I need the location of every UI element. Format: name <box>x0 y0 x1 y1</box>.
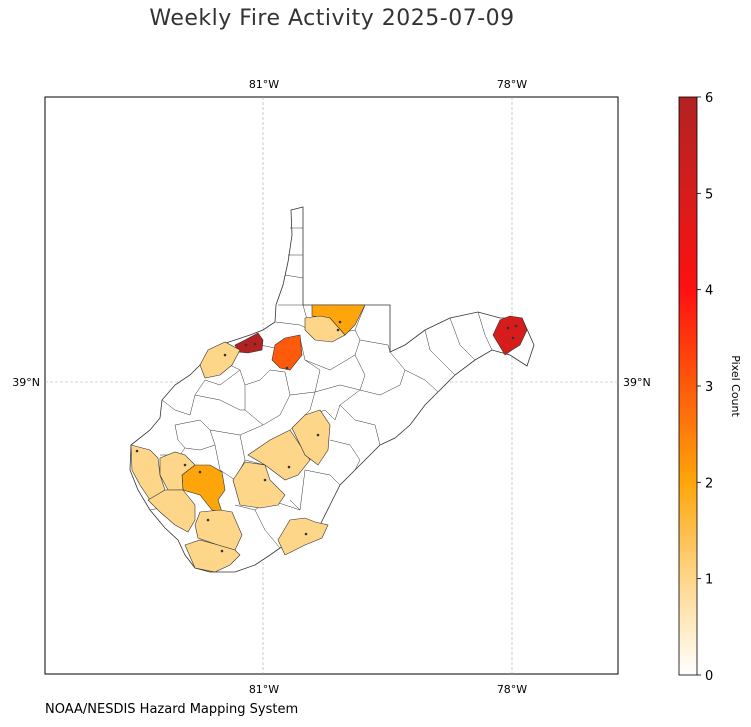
lat-label-right-39n: 39°N <box>623 376 651 389</box>
fire-counties <box>130 304 528 573</box>
county-hancock <box>234 332 264 354</box>
fire-point <box>183 463 187 467</box>
fire-point <box>511 336 515 340</box>
county-kanawha <box>232 461 286 509</box>
county-wyoming <box>184 539 241 573</box>
fire-point <box>304 532 308 536</box>
county-preston <box>304 315 346 343</box>
fire-point <box>316 433 320 437</box>
lon-label-bottom-81w: 81°W <box>249 683 279 696</box>
fire-point <box>263 478 267 482</box>
colorbar-tick-label: 0 <box>705 669 713 684</box>
county-wood <box>199 341 241 379</box>
county-lincoln <box>181 464 226 513</box>
fire-point <box>253 342 257 346</box>
colorbar-tick-label: 3 <box>705 380 713 395</box>
county-ritchie <box>271 334 303 371</box>
fire-point <box>135 449 139 453</box>
colorbar <box>678 96 698 676</box>
fire-point <box>514 324 518 328</box>
fire-point <box>223 353 227 357</box>
colorbar-tick-label: 5 <box>705 187 713 202</box>
county-braxton <box>291 409 331 466</box>
county-boundaries <box>149 227 493 549</box>
fire-point <box>206 518 210 522</box>
county-clay <box>247 429 311 481</box>
fire-point <box>244 343 248 347</box>
colorbar-tick-label: 2 <box>705 476 713 491</box>
credit-text: NOAA/NESDIS Hazard Mapping System <box>45 702 299 717</box>
county-cabell <box>159 451 196 491</box>
lon-label-top-81w: 81°W <box>249 78 279 91</box>
county-summers <box>277 517 329 556</box>
colorbar-tick-label: 1 <box>705 573 713 588</box>
fire-point <box>506 326 510 330</box>
fire-point <box>336 328 340 332</box>
colorbar-tick-label: 4 <box>705 284 713 299</box>
colorbar-label: Pixel Count <box>729 355 742 417</box>
colorbar-ticks: 0 1 2 3 4 5 6 <box>697 91 713 684</box>
lon-label-bottom-78w: 78°W <box>497 683 527 696</box>
lon-label-top-78w: 78°W <box>497 78 527 91</box>
fire-point <box>285 366 289 370</box>
county-jefferson <box>492 315 528 356</box>
fire-point <box>198 470 202 474</box>
fire-point <box>287 465 291 469</box>
fire-detections <box>135 320 518 553</box>
lat-label-left-39n: 39°N <box>12 376 40 389</box>
county-mingo <box>147 489 196 533</box>
fire-point <box>220 549 224 553</box>
colorbar-tick-label: 6 <box>705 91 713 106</box>
chart-title: Weekly Fire Activity 2025-07-09 <box>149 6 515 31</box>
fire-point <box>338 320 342 324</box>
